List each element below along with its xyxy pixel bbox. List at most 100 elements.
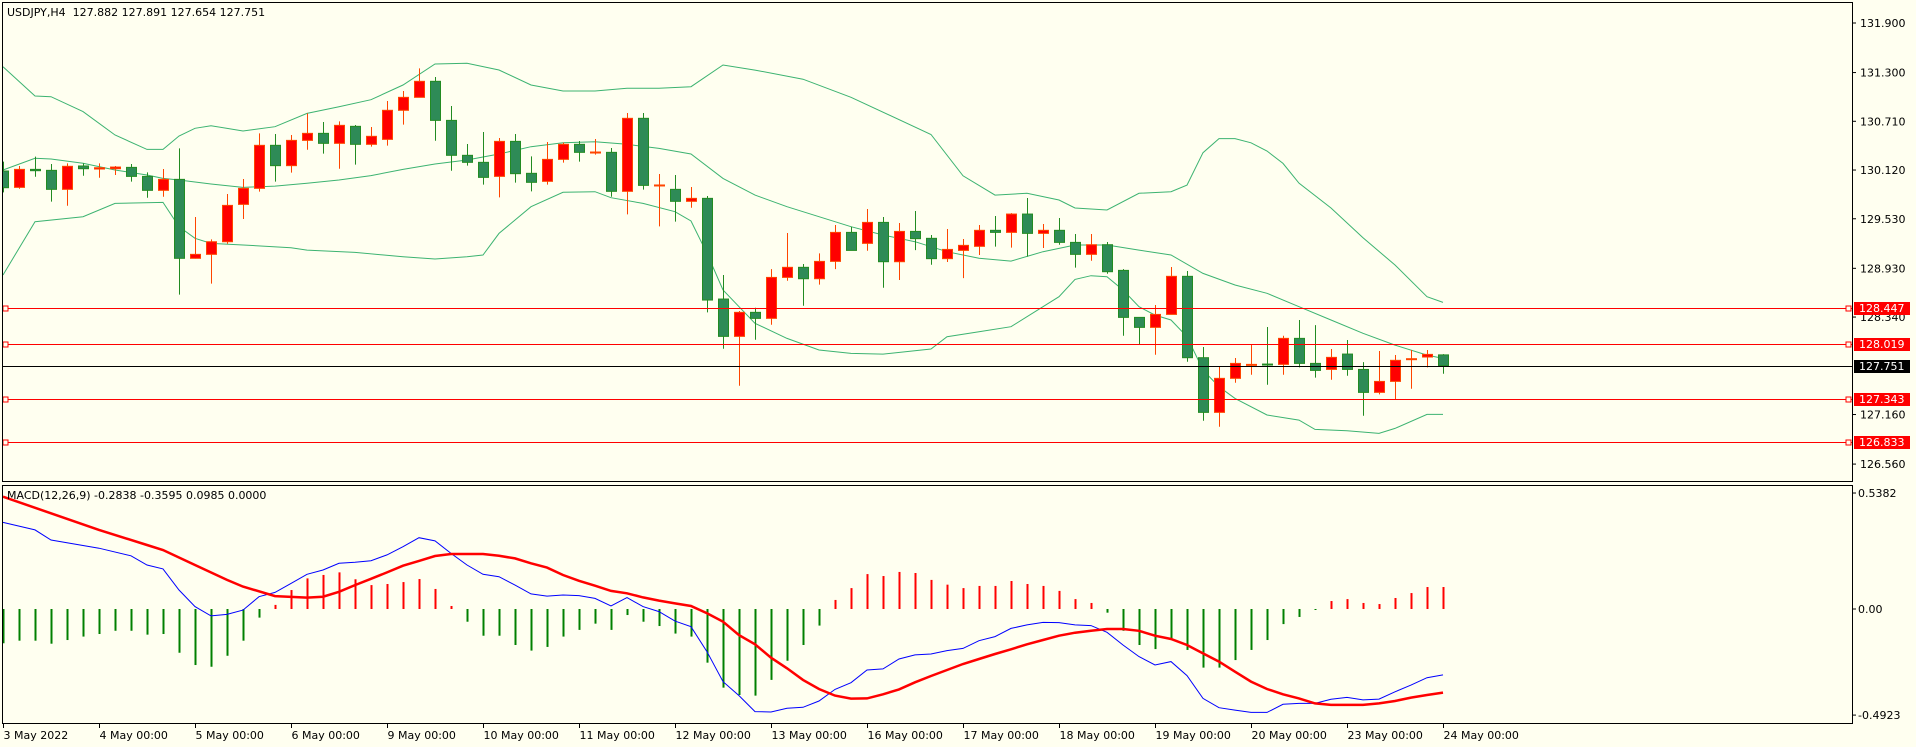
candle [766, 269, 777, 325]
candle [910, 210, 921, 251]
candle [1134, 316, 1145, 345]
bollinger-middle-band [2, 141, 1444, 359]
candle-body [878, 221, 889, 263]
candle [1230, 358, 1241, 383]
candle [718, 275, 729, 349]
candle-body [462, 154, 473, 163]
candle-body [846, 231, 857, 251]
time-axis-label: 6 May 00:00 [292, 729, 360, 742]
candle-body [366, 135, 377, 145]
candle-body [686, 197, 697, 202]
candle-body [1246, 363, 1257, 366]
candle [334, 121, 345, 169]
candle [654, 173, 665, 227]
time-axis-label: 23 May 00:00 [1348, 729, 1423, 742]
candle-body [622, 117, 633, 192]
candle-body [446, 119, 457, 156]
candle [1406, 350, 1417, 389]
candle [414, 68, 425, 98]
price-axis-label: 130.120 [1860, 164, 1906, 177]
candle-body [814, 260, 825, 280]
candle-body [478, 161, 489, 178]
candle [1102, 242, 1113, 274]
candle [350, 125, 361, 165]
candle [174, 148, 185, 295]
candle [94, 163, 105, 178]
candle-body [174, 178, 185, 259]
candle-body [1262, 363, 1273, 366]
time-axis-label: 4 May 00:00 [100, 729, 168, 742]
candle [1086, 234, 1097, 261]
candle [1422, 350, 1433, 368]
price-level-label: 126.833 [1859, 436, 1905, 449]
candle [1342, 340, 1353, 376]
time-axis-label: 9 May 00:00 [388, 729, 456, 742]
candle-body [558, 143, 569, 160]
candle [1214, 367, 1225, 427]
candle [1166, 267, 1177, 315]
candle [318, 122, 329, 154]
candle [494, 137, 505, 198]
macd-axis-label: 0.5382 [1858, 487, 1897, 500]
candle [990, 216, 1001, 247]
candle [750, 307, 761, 340]
candle [110, 165, 121, 175]
candle-body [158, 178, 169, 191]
candle [2, 161, 9, 193]
candle [1118, 269, 1129, 336]
candle-body [1086, 244, 1097, 255]
candle-body [974, 229, 985, 247]
time-axis-label: 10 May 00:00 [484, 729, 559, 742]
candle-body [142, 175, 153, 191]
candle-body [1182, 275, 1193, 359]
candle [1438, 354, 1449, 374]
price-axis-label: 130.710 [1860, 115, 1906, 128]
main-panel [2, 62, 1449, 434]
candle-body [14, 168, 25, 188]
candle-body [542, 158, 553, 182]
candle [302, 113, 313, 150]
time-axis-label: 13 May 00:00 [772, 729, 847, 742]
ohlc-values: 127.882 127.891 127.654 127.751 [72, 6, 266, 19]
main-panel-border [2, 2, 1853, 482]
time-axis-label: 16 May 00:00 [868, 729, 943, 742]
candle-body [254, 144, 265, 189]
candle-body [1038, 229, 1049, 234]
candle-body [670, 188, 681, 202]
candle-body [1214, 377, 1225, 413]
candle-body [1230, 362, 1241, 379]
candle [622, 113, 633, 215]
candle-body [942, 248, 953, 260]
candle-body [750, 311, 761, 319]
candle-body [94, 167, 105, 170]
candle-body [398, 96, 409, 111]
candle [62, 163, 73, 206]
macd-axis-label: -0.4923 [1858, 709, 1900, 722]
candle-body [1166, 275, 1177, 315]
candle-body [638, 117, 649, 186]
candle [1294, 320, 1305, 368]
candle-body [910, 230, 921, 240]
price-level-label: 128.019 [1859, 338, 1905, 351]
candle-body [958, 244, 969, 251]
candle [238, 179, 249, 220]
candle-body [62, 165, 73, 190]
candle [958, 238, 969, 279]
candle [526, 156, 537, 192]
candle-body [78, 165, 89, 170]
candle [606, 148, 617, 197]
candle-body [734, 311, 745, 337]
candle-body [798, 266, 809, 280]
candle [894, 223, 905, 281]
candle-body [190, 253, 201, 259]
candle-body [1374, 380, 1385, 393]
price-level-label-box [1854, 338, 1910, 351]
candle-body [1390, 359, 1401, 382]
candle [1182, 271, 1193, 362]
candle-body [702, 197, 713, 301]
candle-body [286, 139, 297, 167]
time-axis-label: 12 May 00:00 [676, 729, 751, 742]
macd-header: MACD(12,26,9) -0.2838 -0.3595 0.0985 0.0… [7, 489, 266, 502]
candle-body [574, 143, 585, 153]
